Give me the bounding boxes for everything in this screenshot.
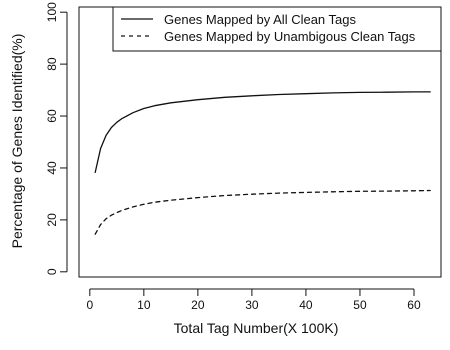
x-tick-label: 30	[245, 298, 259, 312]
x-axis: 0 10 20 30 40 50 60	[86, 288, 421, 312]
y-axis-label: Percentage of Genes Identified(%)	[9, 34, 25, 249]
x-tick-label: 40	[299, 298, 313, 312]
y-tick-label: 100	[45, 2, 59, 22]
y-tick-label: 60	[45, 109, 59, 123]
legend-label-all-clean-tags: Genes Mapped by All Clean Tags	[164, 12, 356, 27]
legend: Genes Mapped by All Clean Tags Genes Map…	[112, 6, 442, 52]
x-tick-label: 50	[353, 298, 367, 312]
y-tick-label: 40	[45, 161, 59, 175]
y-tick-label: 20	[45, 213, 59, 227]
x-tick-label: 0	[86, 298, 93, 312]
y-axis: 0 20 40 60 80 100	[45, 2, 68, 275]
legend-label-unambiguous-clean-tags: Genes Mapped by Unambigous Clean Tags	[164, 29, 416, 44]
x-tick-label: 60	[407, 298, 421, 312]
x-tick-label: 20	[191, 298, 205, 312]
y-tick-label: 80	[45, 57, 59, 71]
series-layer	[94, 91, 431, 235]
legend-box	[112, 6, 442, 52]
x-tick-label: 10	[137, 298, 151, 312]
y-tick-label: 0	[45, 268, 59, 275]
series-line-unambiguous-clean-tags	[94, 189, 431, 235]
x-axis-label: Total Tag Number(X 100K)	[174, 320, 339, 336]
series-line-all-clean-tags	[94, 91, 431, 174]
